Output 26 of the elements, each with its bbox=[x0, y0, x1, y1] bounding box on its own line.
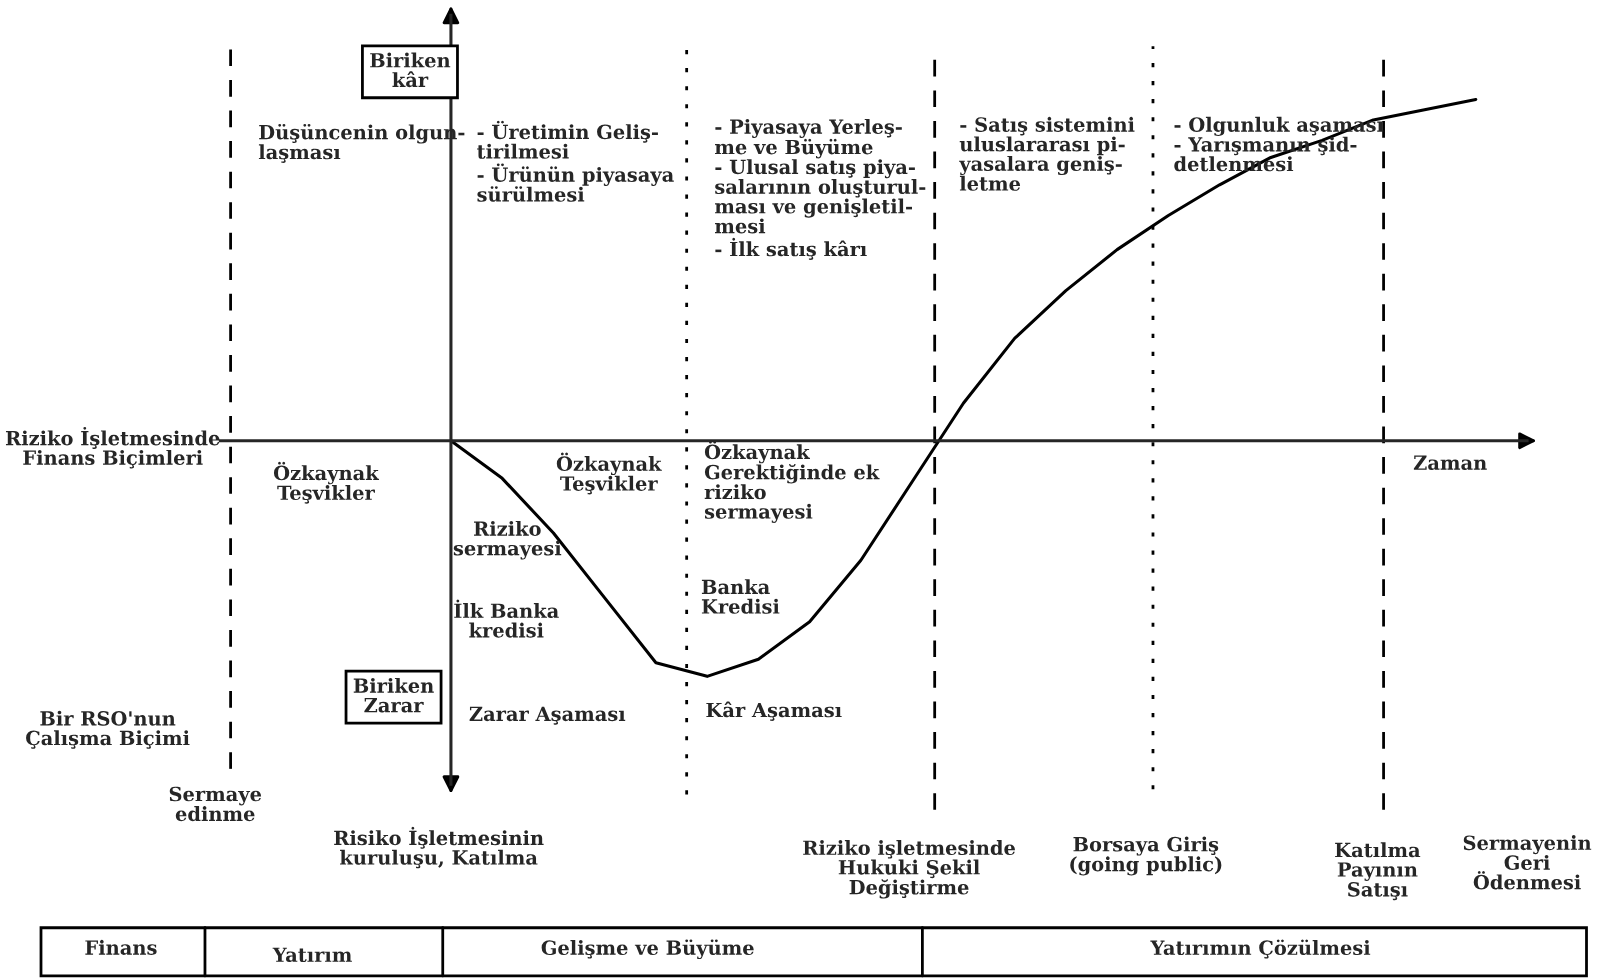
text: Riziko işletmesinde Hukuki Şekil Değiştirme bbox=[803, 840, 1015, 899]
text: Gelişme ve Büyüme bbox=[541, 939, 754, 960]
annotation: - Satış sistemini uluslararası pi- yasalara geniş- letme bbox=[959, 116, 1135, 191]
text: Sermayenin Geri Ödenmesi bbox=[1463, 835, 1592, 890]
text: Borsaya Giriş (going public) bbox=[1070, 836, 1222, 876]
text: Finans bbox=[85, 939, 157, 955]
annotation: Banka Kredisi bbox=[701, 579, 780, 614]
annotation: İlk Banka kredisi bbox=[454, 599, 559, 638]
annotation: Riziko sermayesi bbox=[453, 520, 562, 560]
text: Sermaye edinme bbox=[169, 786, 262, 822]
text: Katılma Payının Satışı bbox=[1335, 842, 1421, 901]
text: Yatırımın Çözülmesi bbox=[1150, 939, 1371, 959]
text: Biriken Zarar bbox=[353, 677, 434, 713]
text: Riziko İşletmesinde Finans Biçimleri bbox=[5, 426, 220, 469]
text: Biriken kâr bbox=[370, 52, 451, 88]
annotation: Özkaynak Teşvikler bbox=[556, 452, 662, 495]
text: Kâr Aşaması bbox=[706, 701, 842, 721]
text: Yatırım bbox=[272, 947, 352, 963]
text: Bir RSO'nun Çalışma Biçimi bbox=[26, 710, 190, 749]
text: Zarar Aşaması bbox=[469, 706, 626, 725]
annotation: - Üretimin Geliş- tirilmesi - Ürünün piyasaya sürülmesi bbox=[477, 120, 674, 202]
annotation: - Piyasaya Yerleş- me ve Büyüme - Ulusal satış piya- salarının oluşturul- ması ve genişletil- mesi - İlk satış kârı bbox=[715, 118, 926, 260]
text: Risiko İşletmesinin kuruluşu, Katılma bbox=[334, 826, 544, 869]
x-axis-title: Zaman bbox=[1413, 455, 1487, 471]
annotation: Özkaynak Teşvikler bbox=[273, 461, 380, 504]
annotation: Özkaynak Gerektiğinde ek riziko sermayesi bbox=[704, 440, 880, 523]
